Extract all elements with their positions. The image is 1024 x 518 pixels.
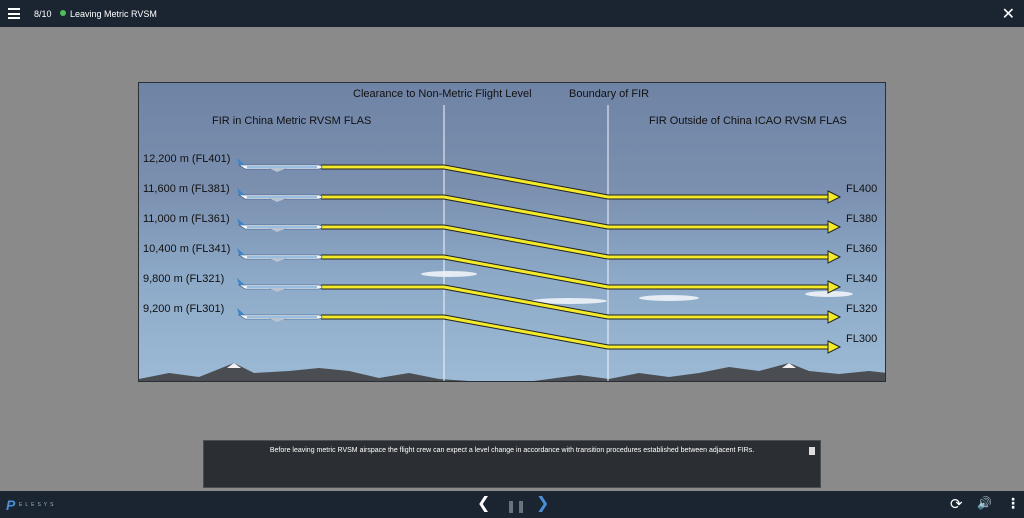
arrow-head: [827, 190, 842, 204]
level-arrow: [321, 165, 829, 199]
clearance-label: Clearance to Non-Metric Flight Level: [353, 88, 532, 100]
arrow-head: [827, 250, 842, 264]
caption-box: Before leaving metric RVSM airspace the …: [203, 440, 821, 488]
logo-text: ELESYS: [19, 502, 57, 508]
level-arrow: [321, 285, 829, 319]
mountain-range: [534, 363, 885, 381]
level-arrow-outline: [321, 254, 829, 290]
close-icon[interactable]: ✕: [1001, 6, 1015, 23]
level-arrow-outline: [321, 164, 829, 200]
arrow-head: [827, 280, 842, 294]
metric-level-label: 9,800 m (FL321): [143, 273, 225, 285]
icao-level-label: FL340: [846, 273, 878, 285]
arrow-head: [827, 220, 842, 234]
aircraft-wing: [269, 168, 287, 172]
snow-cap: [782, 363, 796, 368]
hamburger-icon[interactable]: [8, 8, 20, 19]
aircraft-wing: [269, 288, 287, 292]
boundary-label: Boundary of FIR: [569, 88, 650, 100]
aircraft-tail: [237, 308, 245, 315]
top-bar: 8/10 Leaving Metric RVSM ✕: [0, 0, 1024, 27]
slide-title: Leaving Metric RVSM: [70, 9, 157, 19]
aircraft-tail: [237, 188, 245, 195]
icao-level-label: FL400: [846, 183, 878, 195]
metric-level-label: 9,200 m (FL301): [143, 303, 225, 315]
arrow-head: [827, 340, 842, 354]
aircraft-wing: [269, 198, 287, 202]
replay-icon[interactable]: ⟳: [950, 496, 963, 513]
level-arrow: [321, 315, 829, 349]
cloud: [531, 298, 607, 304]
metric-level-label: 10,400 m (FL341): [143, 243, 231, 255]
cloud: [639, 295, 699, 301]
metric-level-label: 12,200 m (FL401): [143, 153, 231, 165]
level-arrow-outline: [321, 194, 829, 230]
mountain-range: [139, 363, 469, 381]
volume-icon[interactable]: 🔊: [977, 496, 992, 510]
level-arrow: [321, 195, 829, 229]
logo-mark-icon: P: [6, 497, 16, 513]
aircraft-wing: [269, 228, 287, 232]
brand-logo: P ELESYS: [6, 497, 66, 513]
chevron-left-icon[interactable]: ❮: [477, 495, 491, 512]
level-arrow: [321, 255, 829, 289]
aircraft-wing: [269, 318, 287, 322]
level-arrow: [321, 225, 829, 259]
aircraft-tail: [237, 158, 245, 165]
icao-level-label: FL380: [846, 213, 878, 225]
aircraft-tail: [237, 218, 245, 225]
more-vertical-icon[interactable]: ⋮: [1006, 495, 1020, 511]
left-region-label: FIR in China Metric RVSM FLAS: [212, 115, 372, 127]
arrow-head: [827, 310, 842, 324]
icao-level-label: FL320: [846, 303, 878, 315]
bottom-bar: P ELESYS ❮ ❚❚ ❯ ⟳ 🔊 ⋮: [0, 491, 1024, 518]
transcript-icon[interactable]: [809, 447, 815, 455]
chevron-right-icon[interactable]: ❯: [536, 495, 550, 512]
level-arrow-outline: [321, 224, 829, 260]
icao-level-label: FL300: [846, 333, 878, 345]
snow-cap: [227, 363, 241, 368]
rvsm-transition-diagram: Clearance to Non-Metric Flight Level Bou…: [138, 82, 886, 382]
status-dot: [60, 10, 66, 16]
cloud: [805, 291, 853, 297]
aircraft-wing: [269, 258, 287, 262]
aircraft-tail: [237, 248, 245, 255]
icao-level-label: FL360: [846, 243, 878, 255]
level-arrow-outline: [321, 314, 829, 350]
metric-level-label: 11,000 m (FL361): [143, 213, 230, 225]
caption-text: Before leaving metric RVSM airspace the …: [269, 447, 755, 454]
aircraft-tail: [237, 278, 245, 285]
metric-level-label: 11,600 m (FL381): [143, 183, 230, 195]
pause-icon[interactable]: ❚❚: [506, 499, 527, 513]
cloud: [421, 271, 477, 277]
slide-counter: 8/10: [34, 9, 52, 19]
right-region-label: FIR Outside of China ICAO RVSM FLAS: [649, 115, 847, 127]
diagram-canvas: [139, 105, 885, 381]
